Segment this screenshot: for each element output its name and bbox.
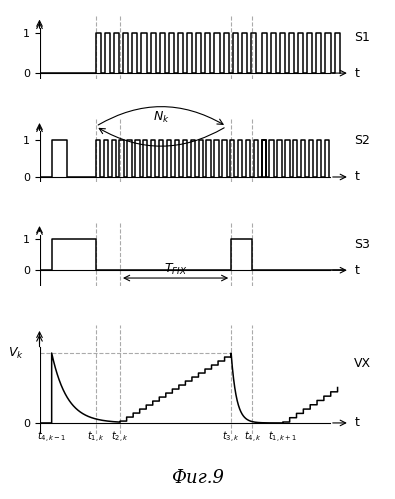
Text: VX: VX	[354, 357, 371, 370]
Text: $t_{2,k}$: $t_{2,k}$	[111, 430, 129, 445]
Text: t: t	[354, 171, 359, 184]
Text: t: t	[354, 66, 359, 80]
Text: $N_k$: $N_k$	[153, 109, 169, 125]
Text: $t_{3,k}$: $t_{3,k}$	[222, 430, 240, 445]
Text: $V_k$: $V_k$	[8, 345, 24, 361]
Text: S2: S2	[354, 134, 370, 147]
Text: $t_{1,k}$: $t_{1,k}$	[87, 430, 105, 445]
Text: S3: S3	[354, 238, 370, 250]
Text: $t_{4,k-1}$: $t_{4,k-1}$	[37, 430, 66, 445]
Text: $T_{FIX}$: $T_{FIX}$	[164, 262, 187, 277]
Text: Фиг.9: Фиг.9	[171, 469, 224, 487]
Text: t: t	[354, 263, 359, 277]
Text: S1: S1	[354, 31, 370, 44]
Text: $t_{1,k+1}$: $t_{1,k+1}$	[268, 430, 297, 445]
Text: $t_{4,k}$: $t_{4,k}$	[243, 430, 261, 445]
Text: t: t	[354, 417, 359, 430]
